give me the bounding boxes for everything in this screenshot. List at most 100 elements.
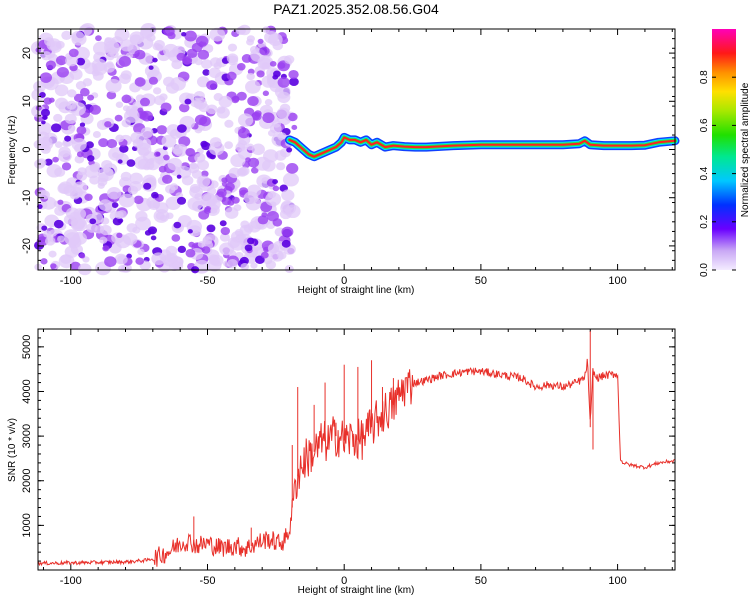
spectrogram-noise-blob	[158, 165, 167, 173]
spectrogram-noise-blob	[239, 256, 249, 265]
spectrogram-noise-blob	[152, 57, 158, 63]
spectrogram-noise-blob	[61, 30, 72, 40]
spectrogram-noise-blob	[277, 91, 291, 104]
spectrogram-noise-blob	[177, 245, 187, 254]
spectrogram-noise-blob	[64, 245, 79, 258]
spectrogram-noise-blob	[122, 105, 130, 112]
spectrogram-noise-blob	[208, 141, 225, 156]
spectrogram-noise-blob	[106, 187, 122, 200]
spectrogram-noise-blob	[54, 84, 69, 97]
spectrogram-noise-blob	[276, 107, 290, 119]
spectrogram-noise-blob	[133, 195, 144, 205]
spectrogram-noise-blob	[36, 236, 48, 247]
spectrogram-noise-blob	[203, 207, 212, 214]
spectrogram-noise-blob	[191, 169, 203, 179]
snr-xtick-label: 100	[608, 575, 626, 587]
spectrogram-noise-blob	[288, 69, 299, 80]
spectrogram-noise-blob	[79, 122, 86, 128]
spectrogram-noise-blob	[74, 155, 85, 164]
spectrogram-noise-blob	[284, 55, 295, 64]
snr-xtick-label: 50	[475, 575, 487, 587]
spectrogram-noise-blob	[196, 175, 211, 188]
spectrogram-noise-blob	[206, 104, 218, 115]
colorbar-gradient	[712, 29, 736, 270]
spectrogram-noise-blob	[76, 126, 87, 135]
spectrogram-noise-blob	[238, 24, 251, 36]
spectrogram-noise-blob	[259, 46, 270, 56]
spectrogram-noise-blob	[261, 251, 269, 259]
spectrogram-noise-blob	[138, 147, 150, 157]
spectrogram-noise-blob	[36, 158, 47, 167]
spectrogram-noise-blob	[155, 156, 165, 165]
snr-frame	[37, 328, 676, 571]
spectrogram-noise-blob	[156, 125, 168, 135]
spectrogram-noise-blob	[219, 220, 227, 227]
spectrogram-noise-blob	[67, 124, 76, 132]
spectrogram-noise-blob	[159, 214, 168, 222]
spectrogram-noise-blob	[206, 80, 218, 91]
spectrogram-xtick-label: -50	[200, 275, 216, 287]
spectrogram-noise-blob	[276, 162, 286, 171]
spectrogram-noise-blob	[119, 144, 129, 153]
spectrogram-noise-blob	[220, 226, 231, 236]
spectrogram-noise-blob	[224, 141, 234, 149]
spectrogram-noise-blob	[89, 175, 100, 185]
spectrogram-noise-blob	[261, 62, 270, 70]
spectrogram-noise-blob	[56, 55, 67, 66]
spectrogram-noise-blob	[197, 49, 210, 60]
snr-xtick-label: -50	[200, 575, 216, 587]
spectrogram-noise-blob	[189, 186, 203, 199]
spectrogram-noise-blobs	[30, 22, 301, 276]
spectrogram-noise-blob	[135, 210, 148, 222]
colorbar-tick-label: 0.2	[699, 214, 710, 228]
spectrogram-noise-blob	[105, 52, 115, 61]
spectrogram-noise-blob	[104, 168, 114, 177]
spectrogram-noise-blob	[99, 236, 108, 244]
spectrogram-noise-blob	[148, 65, 154, 70]
snr-ytick-label: 3000	[21, 424, 33, 448]
spectrogram-noise-blob	[210, 207, 218, 214]
spectrogram-noise-blob	[118, 177, 132, 189]
spectrogram-noise-blob	[266, 210, 279, 222]
spectrogram-noise-blob	[151, 252, 166, 265]
spectrogram-noise-blob	[281, 239, 291, 248]
spectrogram-noise-blob	[71, 137, 87, 152]
spectrogram-noise-blob	[121, 94, 132, 104]
spectrogram-noise-blob	[64, 113, 77, 124]
spectrogram-noise-blob	[187, 229, 193, 234]
spectrogram-noise-blob	[160, 102, 172, 112]
spectrogram-noise-blob	[79, 87, 90, 97]
spectrogram-noise-blob	[144, 230, 152, 236]
spectrogram-noise-blob	[236, 167, 248, 177]
spectrogram-noise-blob	[79, 253, 86, 259]
figure-title: PAZ1.2025.352.08.56.G04	[273, 1, 439, 17]
spectrogram-noise-blob	[116, 232, 123, 238]
spectrogram-noise-blob	[104, 121, 112, 128]
spectrogram-noise-blob	[268, 33, 283, 47]
spectrogram-noise-blob	[267, 77, 275, 85]
colorbar-tick-label: 0.4	[699, 166, 710, 180]
spectrogram-noise-blob	[202, 69, 210, 76]
spectrogram-noise-blob	[219, 233, 230, 242]
spectrogram-noise-blob	[50, 123, 62, 133]
spectrogram-noise-blob	[200, 140, 208, 148]
spectrogram-ytick-label: -10	[21, 190, 33, 206]
spectrogram-noise-blob	[272, 179, 278, 185]
spectrogram-noise-blob	[132, 138, 144, 148]
spectrogram-noise-blob	[271, 119, 282, 128]
spectrogram-noise-blob	[111, 202, 119, 209]
spectrogram-noise-blob	[44, 236, 56, 246]
spectrogram-noise-blob	[98, 199, 113, 211]
spectrogram-noise-blob	[137, 248, 145, 256]
spectrogram-noise-blob	[58, 146, 71, 158]
colorbar-tick-label: 0.0	[699, 263, 710, 277]
snr-xtick-label: -100	[60, 575, 82, 587]
spectrogram-noise-blob	[272, 74, 279, 80]
spectrogram-noise-blob	[218, 95, 233, 108]
spectrogram-noise-blob	[162, 43, 179, 58]
spectrogram-noise-blob	[106, 91, 117, 100]
spectrogram-noise-blob	[117, 159, 123, 164]
colorbar-ticks: 0.0 0.2 0.4 0.6 0.8	[699, 70, 736, 277]
spectrogram-noise-blob	[241, 54, 252, 63]
spectrogram-noise-blob	[166, 124, 181, 137]
